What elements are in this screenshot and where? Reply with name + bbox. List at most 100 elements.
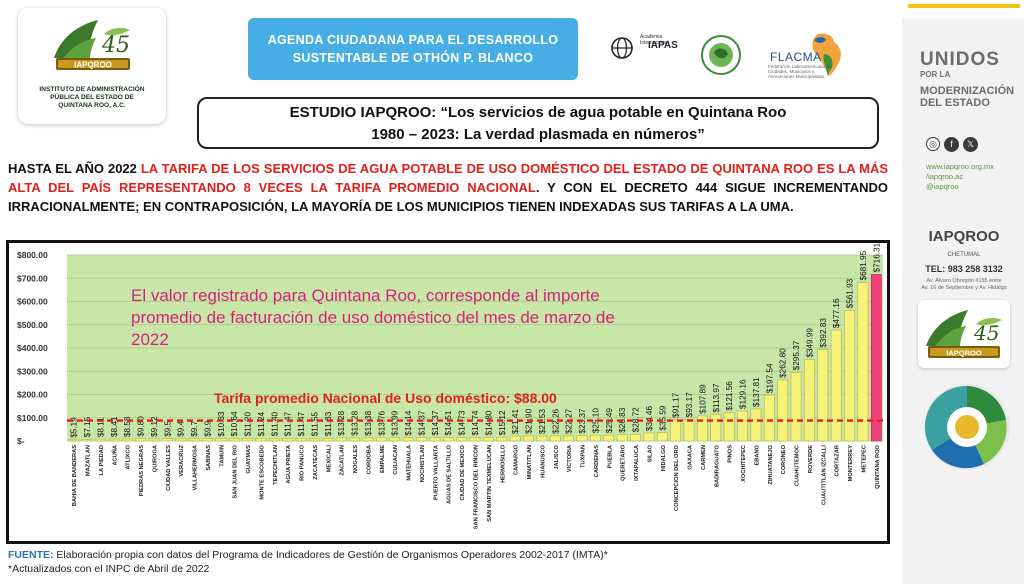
sidebar-45-logo: 45 IAPQROO bbox=[926, 310, 1002, 358]
bar-value-label: $7.15 bbox=[83, 416, 92, 437]
bar bbox=[777, 379, 789, 442]
tariff-bar-chart: $- $100.00 $200.00 $300.00 $400.00 $500.00 $60… bbox=[17, 242, 883, 529]
bar bbox=[335, 437, 347, 442]
logo-brand: IAPQROO bbox=[74, 61, 112, 70]
address-line-1: Av. Álvaro Obregón #155 entre bbox=[926, 278, 1002, 284]
bar bbox=[790, 372, 802, 442]
iapqroo-45-logo: 45 IAPQROO bbox=[54, 20, 130, 70]
sidebar-logo-45: 45 bbox=[973, 321, 999, 345]
study-title-line-1: ESTUDIO IAPQROO: “Los servicios de agua … bbox=[289, 104, 787, 121]
bar bbox=[402, 437, 414, 442]
category-label: SAN JUAN DEL RIO bbox=[233, 444, 239, 498]
category-label: ZACATLAN bbox=[340, 445, 346, 476]
x-icon[interactable]: 𝕏 bbox=[963, 137, 978, 152]
web-links: www.iapqroo.org.mx /iapqroo.ac @iapqroo bbox=[926, 162, 994, 192]
bar bbox=[857, 282, 869, 442]
category-label: LA PIEDAD bbox=[99, 445, 105, 475]
green-seal-icon bbox=[701, 35, 741, 75]
bar bbox=[228, 438, 240, 442]
category-label: ZACATECAS bbox=[313, 445, 319, 480]
category-label: NOGALES bbox=[353, 445, 359, 473]
bar-value-label: $9.7 bbox=[190, 420, 199, 436]
category-label: ZIHUATANEJO bbox=[768, 444, 774, 484]
source-label: FUENTE: bbox=[8, 549, 54, 561]
bar-value-label: $9.9 bbox=[203, 420, 212, 436]
category-label: PINOS bbox=[728, 445, 734, 463]
bar-value-label: $13.28 bbox=[337, 410, 346, 435]
bar-value-label: $107.89 bbox=[698, 384, 707, 414]
bar-value-label: $681.95 bbox=[859, 250, 868, 280]
facebook-handle[interactable]: /iapqroo.ac bbox=[926, 172, 964, 181]
category-label: IXTAPALUCA bbox=[634, 445, 640, 481]
tariff-chart-frame: $- $100.00 $200.00 $300.00 $400.00 $500.00 $60… bbox=[6, 240, 890, 544]
bar bbox=[175, 438, 187, 442]
category-label: CAMARGO bbox=[514, 444, 520, 475]
address-line-2: Av. 16 de Septiembre y Av. Hidalgo bbox=[921, 285, 1007, 291]
bar-value-label: $14.37 bbox=[417, 410, 426, 435]
category-label: XOCHITEPEC bbox=[741, 445, 747, 482]
bar-value-label: $13.38 bbox=[364, 410, 373, 435]
bar bbox=[416, 437, 427, 442]
source-text: Elaboración propia con datos del Program… bbox=[53, 549, 608, 561]
website-link[interactable]: www.iapqroo.org.mx bbox=[926, 162, 994, 171]
bar-value-label: $35.59 bbox=[658, 405, 667, 430]
category-label: VILLAHERMOSA bbox=[193, 445, 199, 491]
inpc-note: *Actualizados con el INPC de Abril de 20… bbox=[8, 563, 210, 575]
bar-value-label: $13.76 bbox=[377, 410, 386, 435]
category-label: MONTERREY bbox=[848, 445, 854, 482]
bar-value-label: $25.10 bbox=[591, 408, 600, 433]
category-label: PIEDRAS NEGRAS bbox=[139, 445, 145, 496]
bar bbox=[496, 437, 508, 442]
category-label: GUAYMAS bbox=[246, 445, 252, 474]
bar-value-label: $9.12 bbox=[150, 416, 159, 437]
bar bbox=[509, 435, 521, 442]
bar-value-label: $11.24 bbox=[257, 412, 266, 437]
bar-value-label: $93.17 bbox=[685, 392, 694, 417]
category-label: HERMOSILLO bbox=[500, 444, 506, 482]
bar-value-label: $9.80 bbox=[137, 416, 146, 437]
bar bbox=[536, 435, 548, 442]
bar bbox=[750, 408, 762, 442]
category-label: MATEHUALA bbox=[407, 445, 413, 481]
bar bbox=[670, 419, 682, 442]
agenda-line-2: SUSTENTABLE DE OTHÓN P. BLANCO bbox=[292, 51, 534, 65]
category-label: EBANO bbox=[754, 444, 760, 465]
category-label: HUANUSCO bbox=[540, 444, 546, 477]
y-tick-label: $500.00 bbox=[17, 320, 48, 330]
y-tick-label: $700.00 bbox=[17, 273, 48, 283]
category-label: CULIACAN bbox=[393, 445, 399, 475]
y-tick-label: $300.00 bbox=[17, 366, 48, 376]
right-sidebar: UNIDOS POR LA MODERNIZACIÓN DEL ESTADO ◎… bbox=[902, 0, 1024, 584]
bar-value-label: $13.99 bbox=[391, 410, 400, 435]
bar-value-label: $15.12 bbox=[498, 410, 507, 435]
category-label: QUIROGA bbox=[152, 445, 158, 472]
category-label: PUERTO VALLARTA bbox=[433, 445, 439, 500]
category-label: CIUDAD VALLES bbox=[166, 445, 172, 491]
bar-value-label: $14.37 bbox=[431, 410, 440, 435]
web-icon[interactable]: ◎ bbox=[926, 137, 940, 151]
bar-value-label: $10.64 bbox=[230, 411, 239, 436]
sidebar-logo-brand: IAPQROO bbox=[946, 349, 982, 358]
bar bbox=[268, 438, 280, 442]
bar-value-label: $11.40 bbox=[270, 411, 279, 436]
bar-value-label: $561.93 bbox=[846, 278, 855, 308]
slogan-del-estado: DEL ESTADO bbox=[920, 97, 990, 109]
social-handle[interactable]: @iapqroo bbox=[926, 182, 959, 191]
slogan-modernizacion: MODERNIZACIÓN bbox=[920, 85, 1015, 97]
bar-value-label: $14.80 bbox=[484, 410, 493, 435]
bar bbox=[710, 414, 722, 442]
category-label: OAXACA bbox=[688, 445, 694, 470]
agenda-banner: AGENDA CIUDADANA PARA EL DESARROLLO SUST… bbox=[248, 18, 578, 80]
bar bbox=[563, 435, 575, 442]
bar-value-label: $22.26 bbox=[551, 408, 560, 433]
iapas-caption: Academia Internacional bbox=[640, 34, 669, 46]
category-label: CARMEN bbox=[701, 445, 707, 470]
institute-name: INSTITUTO DE ADMINISTRACIÓN PÚBLICA DEL … bbox=[22, 86, 162, 111]
facebook-icon[interactable]: f bbox=[944, 137, 959, 152]
category-label: SABINAS bbox=[206, 445, 212, 471]
bar bbox=[188, 438, 200, 442]
bar-value-label: $11.47 bbox=[284, 411, 293, 436]
category-label: CUAUTITLAN IZCALLI bbox=[821, 445, 827, 505]
bar bbox=[108, 438, 120, 442]
bar-value-label: $262.80 bbox=[779, 348, 788, 378]
